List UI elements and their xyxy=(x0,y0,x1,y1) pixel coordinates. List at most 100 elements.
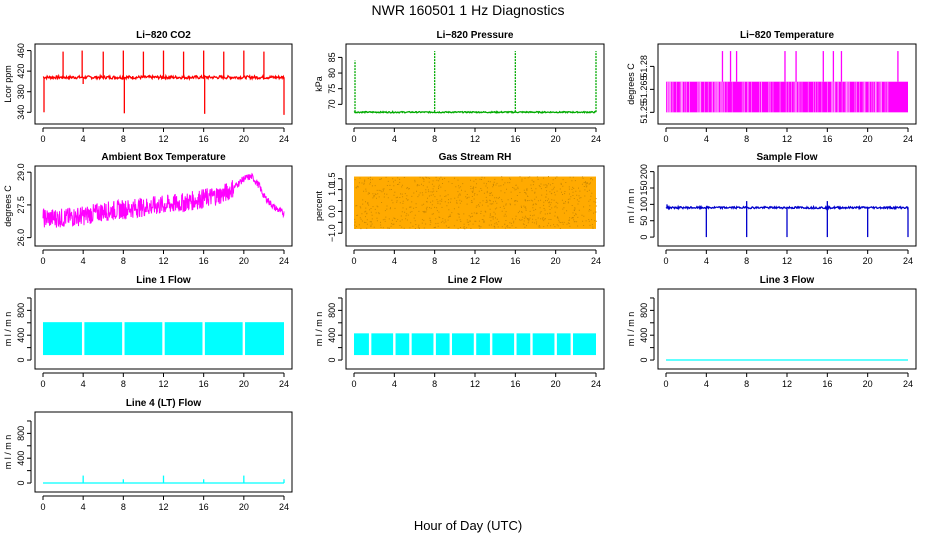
page-title: NWR 160501 1 Hz Diagnostics xyxy=(371,2,565,18)
data-band xyxy=(666,81,908,113)
x-tick-label: 16 xyxy=(822,256,832,266)
y-tick-label: 0 xyxy=(327,358,337,363)
y-tick-label: 0 xyxy=(639,358,649,363)
data-texture xyxy=(666,81,889,113)
x-tick-label: 0 xyxy=(351,379,356,389)
y-axis-label: m l / m n xyxy=(3,435,13,470)
y-tick-label: 460 xyxy=(16,43,26,58)
x-tick-label: 16 xyxy=(510,379,520,389)
y-axis-label: m l / m n xyxy=(626,312,636,347)
x-tick-label: 8 xyxy=(744,256,749,266)
plot-frame xyxy=(657,288,917,370)
x-tick-label: 24 xyxy=(279,256,289,266)
data-band xyxy=(435,333,450,356)
y-tick-label: 51.28 xyxy=(639,55,649,78)
x-tick-label: 4 xyxy=(392,134,397,144)
data-band xyxy=(395,333,410,356)
y-tick-label: 400 xyxy=(639,328,649,343)
panel-title: Li−820 Pressure xyxy=(437,30,514,41)
y-tick-label: 420 xyxy=(16,64,26,79)
x-tick-label: 4 xyxy=(704,256,709,266)
x-tick-label: 0 xyxy=(663,256,668,266)
y-tick-label: 0.0 xyxy=(327,205,337,218)
y-axis-label: percent xyxy=(314,190,324,221)
y-tick-label: 1.0 xyxy=(327,183,337,196)
data-band xyxy=(245,322,284,356)
y-tick-label: 400 xyxy=(327,328,337,343)
y-tick-label: 200 xyxy=(639,164,649,179)
plot-frame xyxy=(657,165,917,247)
x-tick-label: 8 xyxy=(432,134,437,144)
data-band xyxy=(164,322,203,356)
y-tick-label: 85 xyxy=(327,52,337,62)
x-tick-label: 20 xyxy=(239,134,249,144)
y-tick-label: 150 xyxy=(639,180,649,195)
x-tick-label: 8 xyxy=(744,134,749,144)
data-layer xyxy=(354,176,597,230)
data-layer xyxy=(42,50,285,115)
x-tick-label: 16 xyxy=(199,256,209,266)
x-tick-label: 24 xyxy=(903,379,913,389)
x-tick-label: 16 xyxy=(822,379,832,389)
x-tick-label: 20 xyxy=(863,134,873,144)
chart-panel-3: Li−820 Temperature 0 4 8 12 16 20 24 51.2551.265… xyxy=(626,30,917,144)
y-tick-label: 51.265 xyxy=(639,76,649,104)
data-band xyxy=(532,333,555,356)
data-layer xyxy=(43,475,285,484)
data-trace xyxy=(42,172,285,228)
panel-title: Li−820 Temperature xyxy=(740,30,834,41)
y-tick-label: 50 xyxy=(639,216,649,226)
x-tick-label: 8 xyxy=(432,256,437,266)
x-tick-label: 8 xyxy=(121,379,126,389)
chart-panel-2: Li−820 Pressure 0 4 8 12 16 20 24 70 75 80 85 kPa xyxy=(314,30,605,144)
data-layer xyxy=(666,51,908,113)
data-layer xyxy=(43,322,284,356)
x-tick-label: 4 xyxy=(81,256,86,266)
x-tick-label: 16 xyxy=(510,256,520,266)
y-tick-label: 800 xyxy=(327,303,337,318)
x-tick-label: 20 xyxy=(551,379,561,389)
x-tick-label: 4 xyxy=(704,379,709,389)
panel-title: Li−820 CO2 xyxy=(136,30,191,41)
x-tick-label: 8 xyxy=(432,379,437,389)
x-tick-label: 12 xyxy=(470,134,480,144)
x-tick-label: 12 xyxy=(158,256,168,266)
y-tick-label: 340 xyxy=(16,105,26,120)
y-axis-label: degrees C xyxy=(3,185,13,227)
data-layer xyxy=(354,333,596,356)
plot-frame xyxy=(657,43,917,125)
x-tick-label: 20 xyxy=(863,256,873,266)
x-tick-label: 4 xyxy=(392,379,397,389)
y-tick-label: 75 xyxy=(327,84,337,94)
x-tick-label: 8 xyxy=(121,256,126,266)
y-tick-label: 51.25 xyxy=(639,101,649,124)
plot-frame xyxy=(345,43,605,125)
data-layer xyxy=(353,51,597,115)
data-band xyxy=(411,333,434,356)
y-tick-label: 800 xyxy=(16,303,26,318)
plot-frame xyxy=(345,288,605,370)
y-tick-label: 0 xyxy=(639,235,649,240)
data-band xyxy=(573,333,596,356)
x-tick-label: 0 xyxy=(40,134,45,144)
data-trace xyxy=(353,110,597,115)
x-tick-label: 4 xyxy=(81,502,86,512)
data-band xyxy=(84,322,123,356)
x-tick-label: 0 xyxy=(40,502,45,512)
y-tick-label: 1.5 xyxy=(327,172,337,185)
x-tick-label: 20 xyxy=(239,379,249,389)
x-tick-label: 12 xyxy=(470,379,480,389)
x-tick-label: 12 xyxy=(158,134,168,144)
y-axis-label: m l / m n xyxy=(626,189,636,224)
panel-title: Line 2 Flow xyxy=(448,275,503,286)
data-band xyxy=(516,333,531,356)
x-tick-label: 0 xyxy=(40,256,45,266)
x-tick-label: 0 xyxy=(351,134,356,144)
y-axis-label: degrees C xyxy=(626,63,636,105)
panel-title: Sample Flow xyxy=(756,152,817,163)
data-trace xyxy=(665,204,909,211)
